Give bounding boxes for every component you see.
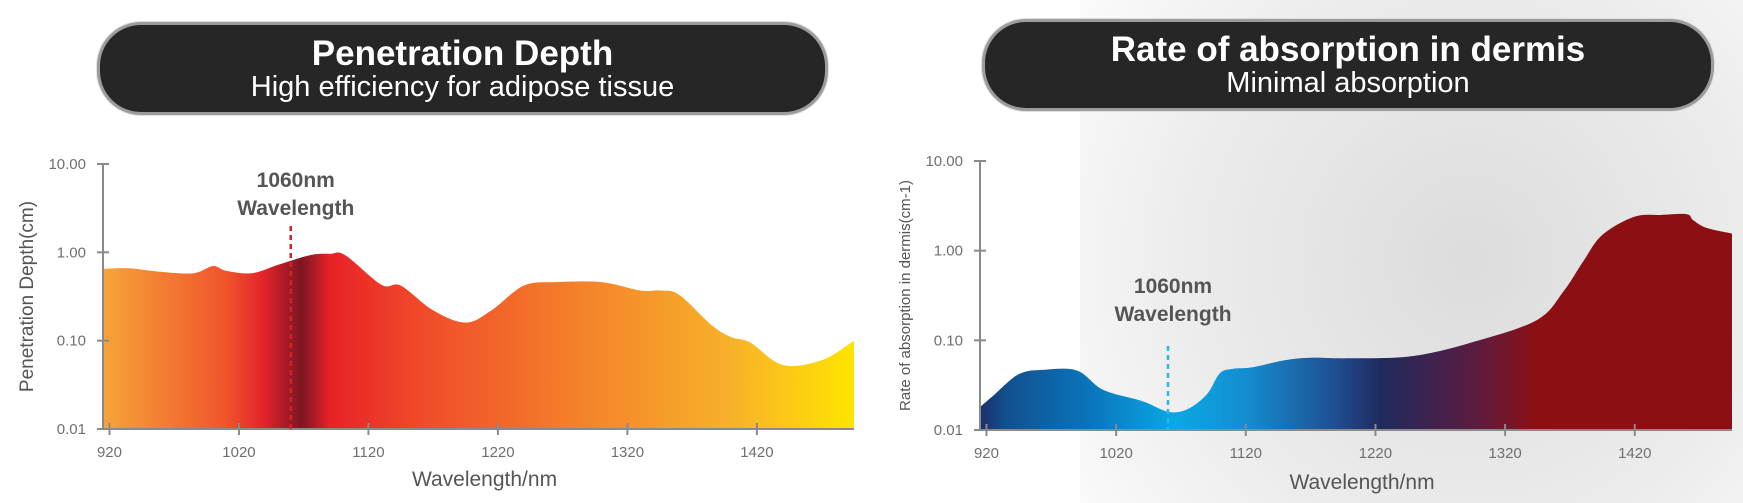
panel-subtitle: Minimal absorption (1226, 67, 1470, 99)
series-area (980, 213, 1732, 430)
panel-subtitle: High efficiency for adipose tissue (250, 71, 675, 103)
annotation-label: 1060nm (1134, 275, 1212, 298)
panel-title: Penetration Depth (311, 34, 614, 73)
x-tick-label: 1220 (481, 444, 514, 461)
x-tick-label: 1020 (222, 444, 255, 461)
y-tick-label: 10.00 (925, 153, 963, 170)
x-tick-label: 1420 (1618, 445, 1651, 462)
x-axis-label: Wavelength/nm (412, 468, 557, 491)
title-banner-absorption: Rate of absorption in dermis Minimal abs… (982, 19, 1714, 111)
title-banner-penetration: Penetration Depth High efficiency for ad… (97, 22, 828, 115)
y-tick-label: 0.01 (57, 421, 86, 438)
y-tick-label: 0.01 (934, 422, 963, 439)
y-tick-label: 1.00 (57, 244, 86, 261)
x-tick-label: 1020 (1099, 445, 1132, 462)
x-tick-label: 920 (97, 444, 122, 461)
y-axis-label: Penetration Depth(cm) (17, 201, 38, 392)
annotation-label: 1060nm (257, 169, 335, 192)
x-tick-label: 1220 (1359, 445, 1392, 462)
y-tick-label: 0.10 (57, 333, 86, 350)
y-tick-label: 10.00 (48, 156, 86, 173)
panel-title: Rate of absorption in dermis (1110, 30, 1586, 69)
x-tick-label: 1320 (1488, 445, 1521, 462)
x-tick-label: 1320 (611, 444, 644, 461)
y-tick-label: 1.00 (934, 243, 963, 260)
x-axis-label: Wavelength/nm (1289, 471, 1434, 494)
x-tick-label: 1120 (1230, 445, 1262, 462)
y-axis-label: Rate of absorption in dermis(cm-1) (897, 180, 914, 411)
y-tick-label: 0.10 (934, 332, 963, 349)
x-tick-label: 1120 (352, 444, 384, 461)
series-area (103, 252, 854, 429)
annotation-label: Wavelength (237, 197, 354, 220)
annotation-label: Wavelength (1114, 303, 1231, 326)
x-tick-label: 920 (974, 445, 999, 462)
x-tick-label: 1420 (740, 444, 773, 461)
